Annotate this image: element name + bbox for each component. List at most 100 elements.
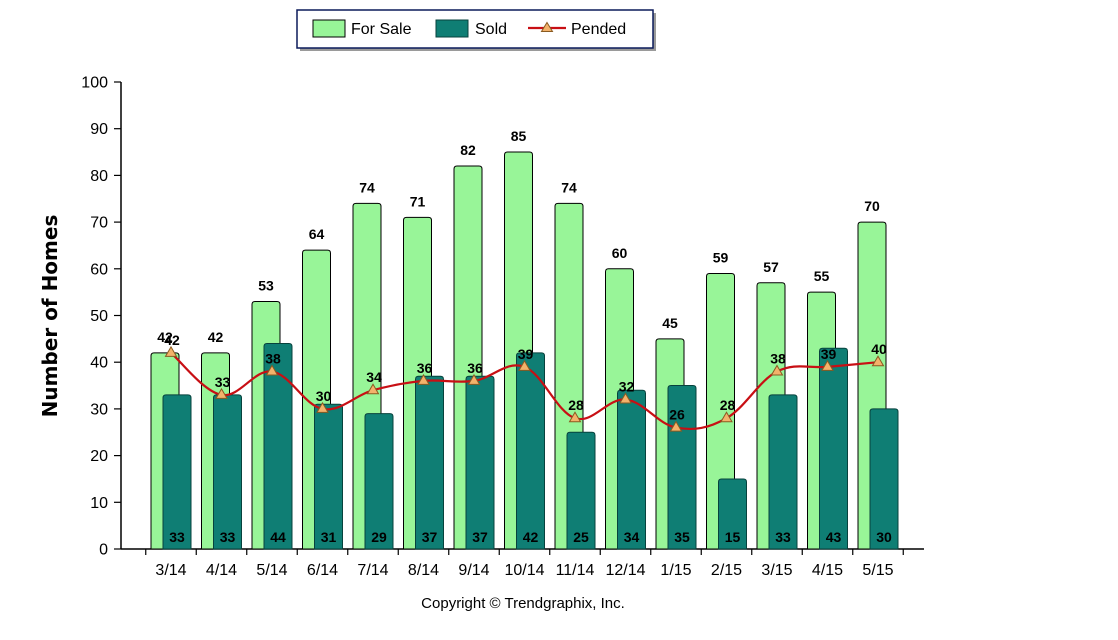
x-ticks: 3/14 4/14 5/14 6/14 7/14 8/14 9/14 10/14 11/14 12… (145, 549, 904, 579)
legend-for-sale-label: For Sale (351, 21, 412, 38)
for-sale-value-label: 64 (309, 226, 325, 242)
x-tick-label: 4/15 (812, 562, 843, 579)
sold-bar (718, 478, 747, 550)
sold-bar (213, 394, 242, 550)
for-sale-value-label: 74 (359, 179, 375, 195)
legend-sold-swatch (435, 19, 469, 38)
sold-bar (768, 394, 798, 550)
copyright-text: Copyright © Trendgraphix, Inc. (421, 595, 625, 612)
y-tick-label: 40 (90, 355, 108, 372)
y-tick-label: 10 (90, 495, 108, 512)
pended-series (164, 345, 885, 432)
y-tick-label: 0 (99, 542, 108, 559)
pended-value-label: 34 (366, 369, 382, 385)
legend-sold-label: Sold (475, 21, 507, 38)
pended-marker (518, 359, 531, 371)
x-tick-label: 11/14 (556, 562, 595, 579)
sold-value-label: 34 (624, 529, 640, 545)
sold-bar (617, 389, 646, 550)
pended-marker (821, 359, 834, 371)
pended-marker (871, 355, 885, 367)
pended-value-label: 39 (518, 346, 534, 362)
pended-value-label: 36 (417, 360, 433, 376)
pended-marker (215, 387, 228, 399)
pended-value-label: 40 (871, 341, 887, 357)
sold-value-label: 33 (775, 529, 791, 545)
for-sale-value-label: 45 (662, 315, 678, 331)
sold-value-label: 44 (270, 529, 286, 545)
y-tick-label: 90 (90, 121, 108, 138)
for-sale-value-label: 57 (763, 259, 779, 275)
y-axis-title: Number of Homes (38, 215, 62, 418)
legend-pended-label: Pended (571, 21, 626, 38)
x-tick-label: 9/14 (458, 562, 489, 579)
sold-value-label: 37 (422, 529, 438, 545)
pended-value-label: 38 (770, 351, 786, 367)
y-tick-label: 20 (90, 448, 108, 465)
pended-marker (265, 364, 279, 376)
x-tick-label: 12/14 (605, 562, 645, 579)
pended-value-label: 28 (568, 397, 584, 413)
for-sale-value-label: 55 (814, 268, 830, 284)
pended-value-label: 30 (316, 388, 332, 404)
sold-bar (869, 408, 899, 550)
for-sale-value-label: 42 (157, 329, 173, 345)
pended-marker (720, 411, 733, 423)
sold-value-label: 35 (674, 529, 690, 545)
y-tick-label: 50 (90, 308, 108, 325)
x-tick-label: 5/14 (256, 562, 287, 579)
for-sale-value-label: 71 (410, 193, 426, 209)
x-tick-label: 7/14 (357, 562, 388, 579)
pended-value-label: 36 (467, 360, 483, 376)
x-tick-label: 6/14 (307, 562, 338, 579)
pended-marker (619, 392, 632, 404)
sold-bar (263, 343, 293, 550)
x-tick-label: 2/15 (711, 562, 742, 579)
pended-marker (164, 345, 178, 357)
x-tick-label: 3/15 (761, 562, 792, 579)
sold-value-label: 25 (573, 529, 589, 545)
for-sale-value-label: 59 (713, 249, 729, 265)
pended-value-label: 42 (164, 332, 180, 348)
pended-value-label: 26 (669, 407, 685, 423)
sold-value-label: 33 (169, 529, 185, 545)
sold-value-label: 31 (321, 529, 337, 545)
y-tick-label: 100 (81, 75, 108, 92)
sold-bar (566, 431, 596, 550)
x-tick-label: 10/14 (504, 562, 544, 579)
y-tick-label: 80 (90, 168, 108, 185)
data-labels: 42 33 42 33 53 44 64 31 74 29 71 37 82 37 85 42 74 25 60 34… (157, 128, 892, 545)
for-sale-value-label: 74 (561, 179, 577, 195)
for-sale-value-label: 53 (258, 277, 274, 293)
sold-value-label: 33 (220, 529, 236, 545)
sold-value-label: 15 (725, 529, 741, 545)
bars (150, 151, 899, 550)
pended-marker (417, 373, 430, 385)
sold-bar (516, 352, 545, 550)
x-tick-label: 1/15 (660, 562, 691, 579)
pended-marker (467, 373, 481, 385)
pended-marker (770, 364, 784, 376)
legend-box (296, 9, 654, 49)
pended-marker (669, 420, 683, 432)
sold-value-label: 43 (826, 529, 842, 545)
y-tick-label: 70 (90, 215, 108, 232)
pended-marker (366, 383, 380, 395)
sold-bar (162, 394, 192, 550)
y-tick-label: 30 (90, 401, 108, 418)
legend-for-sale-swatch (312, 19, 346, 38)
pended-marker (316, 401, 329, 413)
sold-value-label: 42 (523, 529, 539, 545)
pended-value-label: 39 (821, 346, 837, 362)
x-tick-label: 8/14 (408, 562, 439, 579)
for-sale-value-label: 60 (612, 245, 628, 261)
legend-pended-marker (540, 21, 554, 32)
for-sale-value-label: 82 (460, 142, 476, 158)
sold-bar (364, 413, 394, 550)
legend: For Sale Sold Pended (296, 9, 656, 51)
pended-value-label: 38 (265, 351, 281, 367)
pended-value-label: 32 (619, 379, 635, 395)
pended-value-label: 28 (720, 397, 736, 413)
pended-marker (568, 411, 582, 423)
